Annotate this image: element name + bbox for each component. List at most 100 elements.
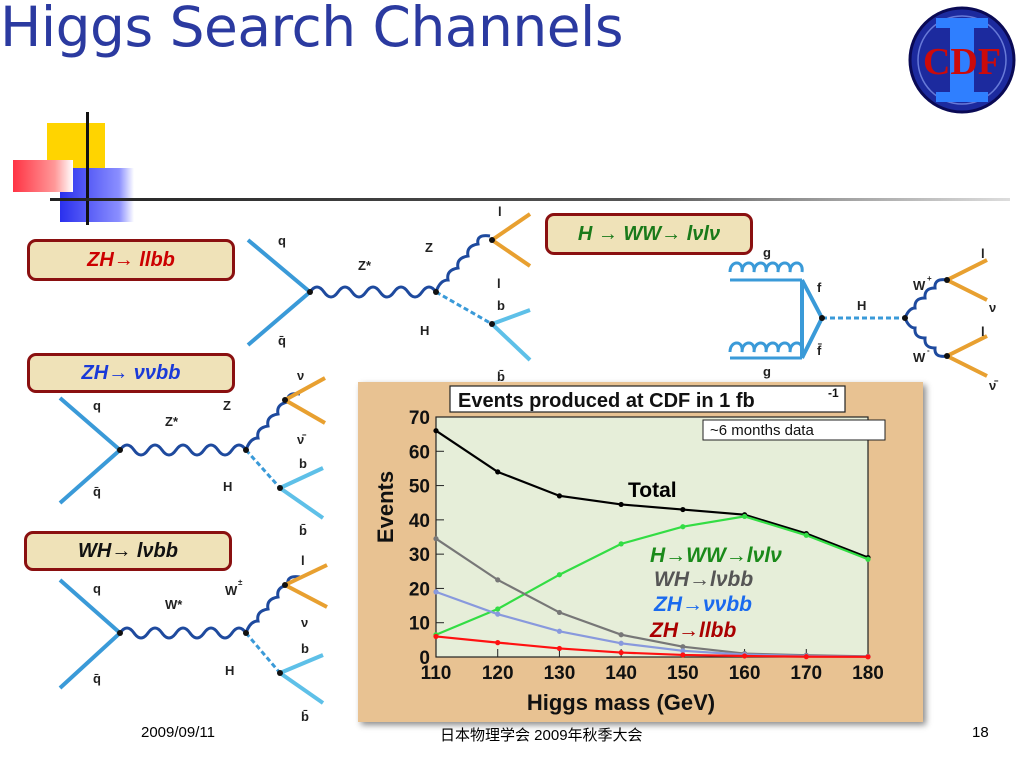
label-g: g <box>763 245 771 260</box>
label-f: f <box>817 280 822 295</box>
label-wstar: W* <box>165 597 183 612</box>
data-point <box>618 501 624 508</box>
data-point <box>495 640 501 646</box>
decor-vertical-line <box>86 112 89 225</box>
data-point <box>741 513 748 520</box>
data-point <box>433 536 439 542</box>
label-z: Z <box>425 240 433 255</box>
label-q: q <box>93 398 101 413</box>
data-point <box>556 645 563 652</box>
label-wplus: W <box>913 278 926 293</box>
data-point <box>495 606 501 612</box>
chart-title-box <box>449 385 846 413</box>
page-number: 18 <box>972 724 989 741</box>
y-tick-label: 50 <box>409 477 430 498</box>
data-point <box>680 644 686 650</box>
chart-title: Events produced at CDF in 1 fb <box>458 390 755 412</box>
data-point <box>556 628 563 634</box>
decor-red-square <box>13 160 73 192</box>
data-point <box>618 632 624 638</box>
label-b: b <box>301 641 309 656</box>
label-nu: ν <box>989 300 996 315</box>
annotation-box <box>702 419 886 441</box>
label-nubar: ν̄ <box>297 432 306 447</box>
channel-label-text: H → WW→ lνlν <box>577 222 721 245</box>
label-h: H <box>225 663 234 678</box>
data-point <box>618 649 624 656</box>
data-point <box>495 469 501 475</box>
y-tick-label: 70 <box>409 408 430 429</box>
x-axis-label: Higgs mass (GeV) <box>527 690 715 715</box>
y-tick-label: 0 <box>419 648 430 669</box>
series-label: ZH→llbb <box>649 619 736 642</box>
label-qbar: q̄ <box>93 671 101 686</box>
series-label: H→WW→lνlν <box>650 544 782 567</box>
series-label: Total <box>628 479 677 502</box>
title-underline <box>50 198 1010 201</box>
y-tick-label: 40 <box>409 511 430 532</box>
data-point <box>680 652 686 658</box>
footer-date: 2009/09/11 <box>141 724 215 741</box>
feynman-diagram-zh-llbb: q q̄ Z* Z H l l b b̄ <box>246 204 532 384</box>
events-chart-panel: 0 10 20 30 40 50 60 70 110 120 130 140 150 160 170 180 E… <box>358 382 923 722</box>
label-b: b <box>299 456 307 471</box>
label-bbar: b̄ <box>301 709 309 724</box>
label-q: q <box>93 581 101 596</box>
data-point <box>556 609 563 616</box>
chart-title-superscript: -1 <box>828 386 839 400</box>
y-axis-label: Events <box>373 471 398 543</box>
data-point <box>556 493 563 499</box>
data-point <box>680 524 686 530</box>
channel-label-zh-vvbb: ZH→ ννbb <box>27 353 235 393</box>
channel-label-text: WH→ lνbb <box>78 539 178 562</box>
data-point <box>803 532 809 538</box>
channel-label-h-ww: H → WW→ lνlν <box>545 213 753 255</box>
label-l: l <box>981 324 985 339</box>
feynman-diagram-wh-lvbb: q q̄ W* W ± H l ν b b̄ <box>58 553 328 724</box>
channel-label-text: ZH→ ννbb <box>81 361 181 384</box>
label-l: l <box>497 276 501 291</box>
label-z: Z <box>223 398 231 413</box>
data-point <box>865 654 871 660</box>
feynman-diagram-h-ww: g g f f̄ H W + W - l ν l ν̄ <box>728 245 998 393</box>
label-h: H <box>857 298 866 313</box>
series-label: ZH→ννbb <box>653 593 752 616</box>
label-bbar: b̄ <box>299 523 307 538</box>
x-tick-label: 140 <box>605 663 637 684</box>
label-h: H <box>223 479 232 494</box>
data-point <box>618 640 624 646</box>
data-point <box>618 541 624 547</box>
label-nu: ν <box>297 368 304 383</box>
series-line <box>435 515 869 636</box>
data-point <box>803 654 809 660</box>
x-tick-label: 120 <box>482 663 514 684</box>
data-point <box>433 633 439 640</box>
label-b: b <box>497 298 505 313</box>
label-fbar: f̄ <box>817 343 822 358</box>
label-nubar: ν̄ <box>989 378 998 393</box>
data-point <box>865 556 871 562</box>
label-h: H <box>420 323 429 338</box>
label-qbar: q̄ <box>93 484 101 499</box>
label-zstar: Z* <box>165 414 179 429</box>
data-point <box>495 577 501 583</box>
x-tick-label: 180 <box>852 663 884 684</box>
y-tick-label: 20 <box>409 579 430 600</box>
events-chart: 0 10 20 30 40 50 60 70 110 120 130 140 150 160 170 180 E… <box>373 385 886 715</box>
page-title: Higgs Search Channels <box>0 0 624 59</box>
y-tick-label: 30 <box>409 545 430 566</box>
svg-text:-: - <box>927 346 930 355</box>
label-q: q <box>278 233 286 248</box>
x-tick-label: 110 <box>421 663 452 684</box>
x-tick-label: 170 <box>790 663 822 684</box>
data-point <box>495 611 501 617</box>
x-tick-label: 150 <box>667 663 699 684</box>
data-point <box>741 653 748 659</box>
label-l: l <box>498 204 502 219</box>
feynman-diagram-zh-vvbb: q q̄ Z* Z H ν ν̄ b b̄ <box>58 368 326 538</box>
channel-label-text: ZH→ llbb <box>87 248 175 271</box>
series-label: WH→lνbb <box>654 568 753 591</box>
data-point <box>433 428 439 434</box>
label-zstar: Z* <box>358 258 372 273</box>
logo-text: CDF <box>923 41 1001 83</box>
